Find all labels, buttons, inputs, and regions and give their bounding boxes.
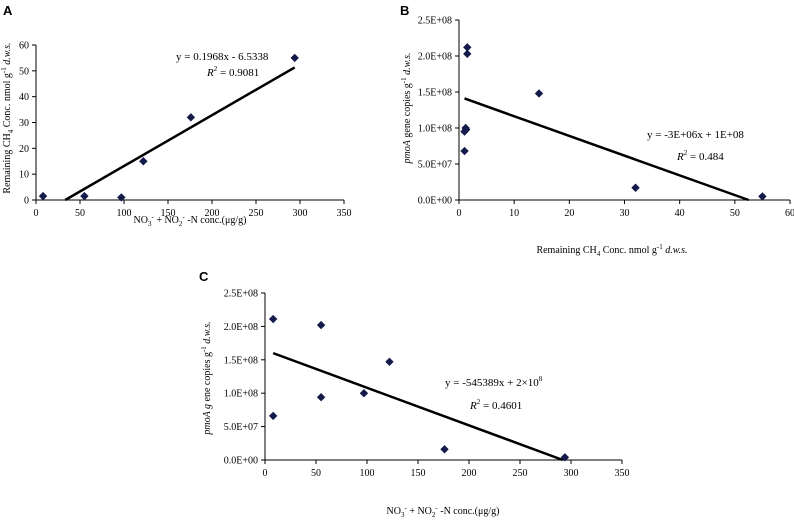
panel-c-y-tick-label: 2.5E+08 <box>224 289 258 300</box>
panel-a-data-point <box>290 53 299 63</box>
panel-b-data-point <box>463 43 472 52</box>
panel-c-data-point <box>359 389 369 398</box>
panel-b-r2-letter: R <box>676 151 684 163</box>
panel-b: B 0 10 20 30 40 50 60 0.0E+00 5.0E+07 1.0E+08 1.5E… <box>400 3 794 258</box>
panel-b-y-tick-label: 2.5E+08 <box>418 16 452 27</box>
panel-b-data-point <box>534 89 544 98</box>
panel-a-x-label: NO3- + NO2- -N conc.(μg/g) <box>134 213 247 228</box>
panel-c: C 0 50 100 150 200 250 300 350 0.0E+00 5.0E+07 1.0… <box>199 269 630 519</box>
panel-c-ticks: 0 50 100 150 200 250 300 350 0.0E+00 5.0E+07 1.0E+… <box>224 289 630 480</box>
panel-c-trendline <box>272 351 564 462</box>
panel-b-y-tick-label: 5.0E+07 <box>418 160 452 171</box>
panel-b-x-tick-label: 50 <box>730 208 740 219</box>
panel-a-data-point <box>117 193 126 202</box>
panel-b-equation: y = -3E+06x + 1E+08 <box>647 129 744 141</box>
panel-c-y-tick-label: 1.5E+08 <box>224 355 258 366</box>
panel-b-y-label: pmoA gene copies g-1 d.w.s. <box>400 53 413 165</box>
panel-c-x-tick-label: 250 <box>513 468 528 479</box>
panel-a-x-tick-label: 100 <box>117 208 132 219</box>
panel-b-y-tick-label: 1.5E+08 <box>418 88 452 99</box>
panel-a-y-label: Remaining CH4 Conc. nmol g-1 d.w.s. <box>0 42 15 193</box>
panel-b-x-tick-label: 0 <box>457 208 462 219</box>
panel-c-points <box>268 314 570 462</box>
panel-a-trendline <box>64 66 296 202</box>
panel-b-y-tick-label: 2.0E+08 <box>418 52 452 63</box>
panel-c-data-point <box>440 445 449 454</box>
panel-b-x-label: Remaining CH4 Conc. nmol g-1 d.w.s. <box>536 243 687 258</box>
panel-c-r2: R2 = 0.4601 <box>469 398 522 412</box>
panel-c-y-label: pmoA g ene copies g-1 d.w.s. <box>200 321 213 435</box>
panel-a-y-tick-label: 40 <box>19 92 29 103</box>
panel-b-x-tick-label: 20 <box>564 208 574 219</box>
panel-c-x-label: NO3- + NO2- -N conc.(μg/g) <box>387 504 500 519</box>
panel-a-r2: R2 = 0.9081 <box>206 65 259 79</box>
panel-b-points <box>460 43 767 201</box>
panel-b-y-tick-label: 1.0E+08 <box>418 124 452 135</box>
panel-c-data-point <box>316 393 326 402</box>
panel-c-y-tick-label: 1.0E+08 <box>224 389 258 400</box>
panel-c-data-point <box>268 411 278 421</box>
panel-b-x-tick-label: 10 <box>509 208 519 219</box>
panel-c-data-point <box>268 314 278 324</box>
panel-b-ticks: 0 10 20 30 40 50 60 0.0E+00 5.0E+07 1.0E+08 1.5E+0… <box>418 16 794 220</box>
panel-c-x-tick-label: 50 <box>311 468 321 479</box>
panel-c-y-tick-label: 2.0E+08 <box>224 322 258 333</box>
panel-b-data-point <box>460 146 469 156</box>
panel-c-x-tick-label: 200 <box>462 468 477 479</box>
panel-a-x-tick-label: 0 <box>34 208 39 219</box>
panel-a-y-tick-label: 20 <box>19 144 29 155</box>
panel-a-points <box>38 53 299 202</box>
panel-b-data-point <box>631 183 640 192</box>
panel-b-data-point <box>461 125 471 134</box>
panel-b-x-tick-label: 30 <box>620 208 630 219</box>
panel-c-x-tick-label: 300 <box>564 468 579 479</box>
panel-a-x-tick-label: 350 <box>337 208 352 219</box>
panel-a-data-point <box>139 157 148 166</box>
panel-c-y-tick-label: 5.0E+07 <box>224 422 258 433</box>
panel-a-r2-value: = 0.9081 <box>217 67 259 79</box>
panel-a-equation: y = 0.1968x - 6.5338 <box>176 51 269 63</box>
panel-c-x-tick-label: 150 <box>411 468 426 479</box>
panel-c-data-point <box>560 453 570 462</box>
panel-a-data-point <box>38 191 48 201</box>
panel-a-x-tick-label: 250 <box>249 208 264 219</box>
panel-c-r2-letter: R <box>469 400 477 412</box>
panel-a-data-point <box>186 113 196 122</box>
panel-b-r2: R2 = 0.484 <box>676 149 724 163</box>
panel-b-data-point <box>463 49 472 59</box>
panel-c-x-tick-label: 100 <box>360 468 375 479</box>
panel-c-data-point <box>316 320 326 330</box>
panel-a-y-tick-label: 50 <box>19 66 29 77</box>
panel-a-y-tick-label: 60 <box>19 41 29 52</box>
panel-c-data-point <box>385 357 394 367</box>
panel-c-y-tick-label: 0.0E+00 <box>224 456 258 467</box>
panel-a-x-tick-label: 50 <box>75 208 85 219</box>
panel-a-x-tick-label: 200 <box>205 208 220 219</box>
panel-b-y-tick-label: 0.0E+00 <box>418 196 452 207</box>
panel-a-x-tick-label: 150 <box>161 208 176 219</box>
panel-a: A 0 50 100 150 200 250 300 350 0 10 20 30 40 50 60 y =… <box>0 3 352 228</box>
panel-c-r2-value: = 0.4601 <box>480 400 522 412</box>
panel-a-y-tick-label: 30 <box>19 118 29 129</box>
panel-a-letter: A <box>3 3 13 18</box>
panel-b-r2-value: = 0.484 <box>687 151 724 163</box>
panel-b-trendline <box>464 97 750 202</box>
panel-b-x-tick-label: 40 <box>675 208 685 219</box>
panel-b-data-point <box>758 192 767 201</box>
panel-a-y-tick-label: 0 <box>24 196 29 207</box>
panel-a-ticks: 0 50 100 150 200 250 300 350 0 10 20 30 40 50 60 <box>19 41 352 220</box>
panel-a-y-tick-label: 10 <box>19 170 29 181</box>
panel-a-data-point <box>80 191 89 201</box>
panel-b-x-tick-label: 60 <box>785 208 794 219</box>
panel-c-x-tick-label: 0 <box>263 468 268 479</box>
panel-b-letter: B <box>400 3 409 18</box>
panel-c-letter: C <box>199 269 209 284</box>
panel-c-equation: y = -545389x + 2×108 <box>445 375 543 389</box>
panel-a-x-tick-label: 300 <box>293 208 308 219</box>
panel-c-x-tick-label: 350 <box>615 468 630 479</box>
panel-a-r2-letter: R <box>206 67 214 79</box>
